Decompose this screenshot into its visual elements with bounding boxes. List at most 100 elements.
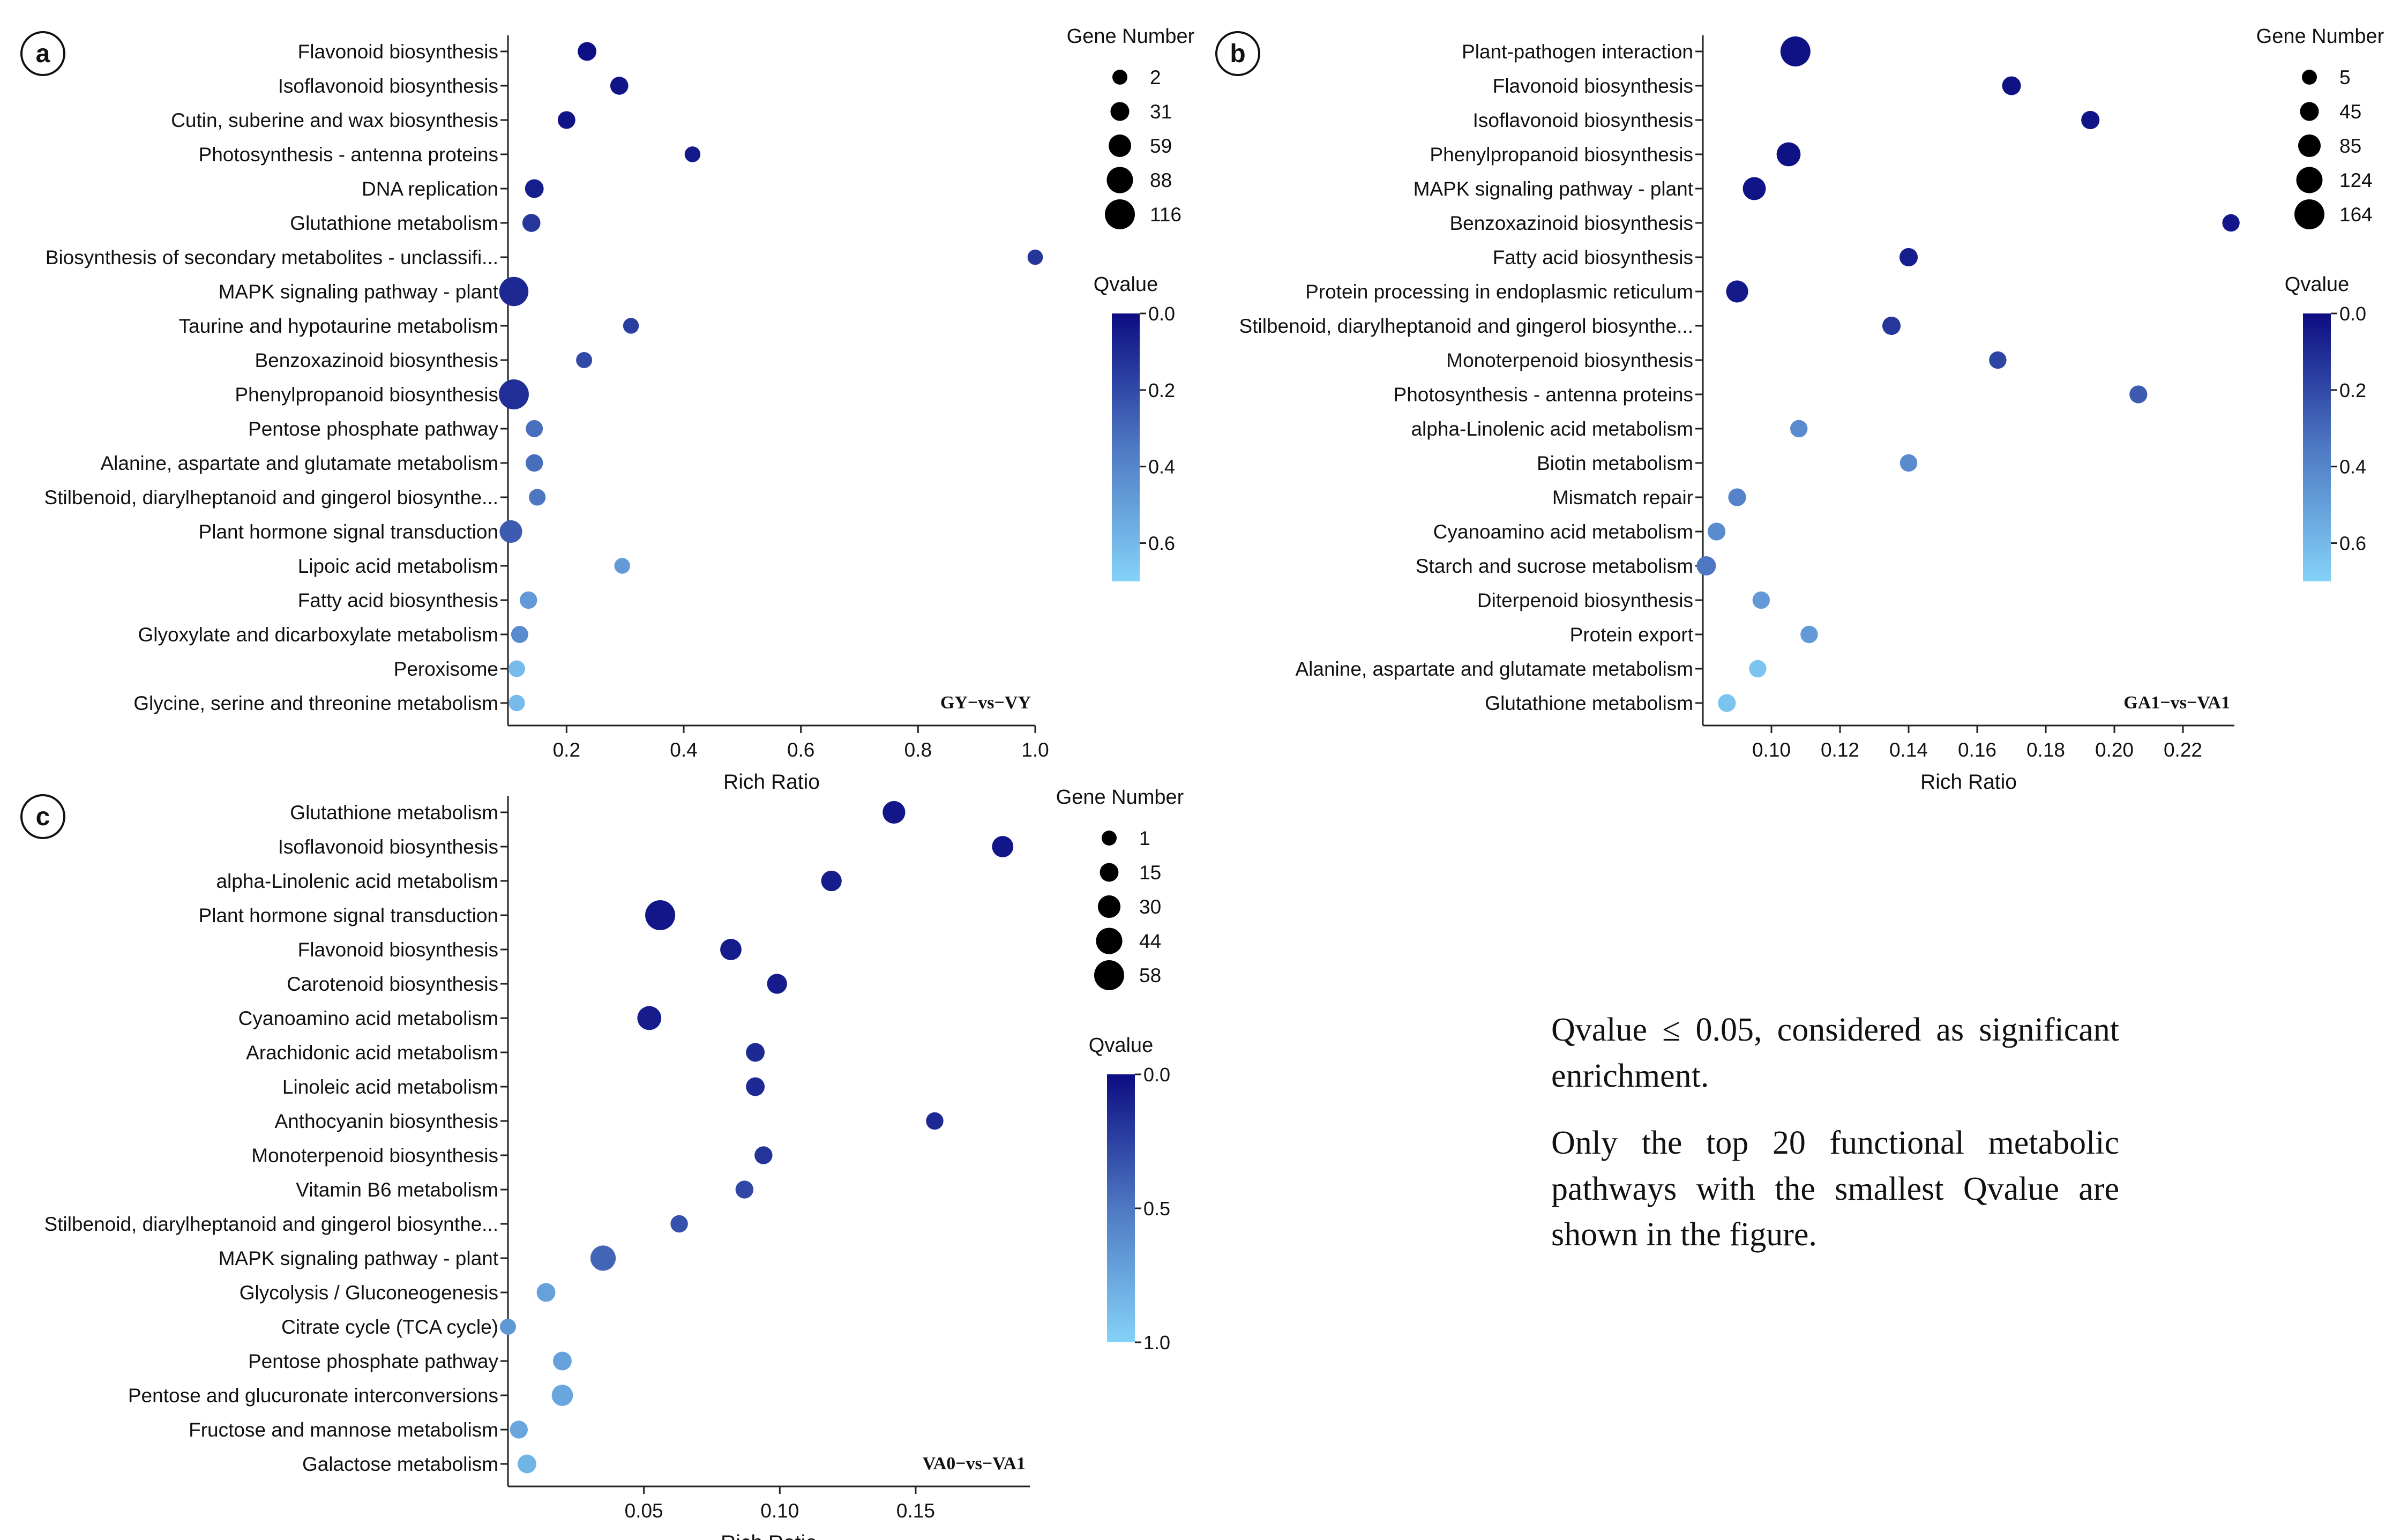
x-tick-label: 0.14 bbox=[1889, 739, 1928, 761]
data-point bbox=[499, 276, 529, 306]
panel-letter: b bbox=[1230, 40, 1245, 68]
data-point bbox=[578, 42, 597, 61]
comparison-label: VA0−vs−VA1 bbox=[923, 1454, 1026, 1474]
size-legend-label: 30 bbox=[1139, 896, 1161, 918]
color-legend-label: 0.2 bbox=[1148, 379, 1175, 401]
category-label: Linoleic acid metabolism bbox=[282, 1076, 498, 1098]
data-point bbox=[1800, 625, 1818, 644]
data-point bbox=[1027, 249, 1043, 265]
category-label: Glycine, serine and threonine metabolism bbox=[133, 692, 498, 714]
data-point bbox=[1749, 660, 1767, 678]
category-label: alpha-Linolenic acid metabolism bbox=[216, 870, 498, 892]
category-label: Glyoxylate and dicarboxylate metabolism bbox=[138, 624, 499, 646]
category-label: Photosynthesis - antenna proteins bbox=[199, 144, 498, 166]
data-point bbox=[614, 558, 630, 574]
data-point bbox=[992, 836, 1014, 857]
category-label: DNA replication bbox=[362, 178, 498, 200]
x-tick-label: 0.2 bbox=[553, 739, 580, 761]
category-label: Taurine and hypotaurine metabolism bbox=[179, 315, 498, 337]
x-tick-label: 0.6 bbox=[787, 739, 814, 761]
data-point bbox=[1882, 316, 1901, 335]
category-label: Carotenoid biosynthesis bbox=[287, 973, 498, 995]
size-legend-label: 1 bbox=[1139, 827, 1150, 849]
size-legend-dot bbox=[1105, 199, 1135, 229]
panel-letter: c bbox=[36, 803, 50, 831]
size-legend-label: 2 bbox=[1150, 66, 1161, 88]
category-label: Plant hormone signal transduction bbox=[199, 521, 498, 543]
data-point bbox=[2222, 214, 2240, 232]
data-point bbox=[510, 1421, 528, 1439]
color-legend-label: 0.5 bbox=[1143, 1198, 1170, 1220]
category-label: Monoterpenoid biosynthesis bbox=[251, 1145, 498, 1167]
size-legend-label: 85 bbox=[2339, 135, 2361, 157]
data-point bbox=[1726, 280, 1748, 303]
color-legend-label: 1.0 bbox=[1143, 1332, 1170, 1354]
data-point bbox=[883, 801, 906, 824]
data-point bbox=[576, 352, 593, 368]
data-point bbox=[1900, 454, 1918, 472]
data-point bbox=[526, 420, 543, 437]
size-legend-dot bbox=[1110, 102, 1130, 121]
data-point bbox=[1718, 694, 1736, 712]
category-label: Glutathione metabolism bbox=[1485, 692, 1693, 714]
data-point bbox=[754, 1146, 773, 1164]
color-legend-title: Qvalue bbox=[2285, 273, 2349, 296]
color-legend-bar bbox=[1112, 313, 1140, 581]
data-point bbox=[529, 489, 546, 506]
data-point bbox=[684, 146, 701, 162]
data-point bbox=[637, 1006, 662, 1030]
category-label: Phenylpropanoid biosynthesis bbox=[1430, 144, 1693, 166]
category-label: MAPK signaling pathway - plant bbox=[219, 1247, 499, 1269]
comparison-label: GY−vs−VY bbox=[940, 693, 1031, 713]
data-point bbox=[1790, 420, 1808, 438]
size-legend-dot bbox=[2300, 102, 2319, 121]
data-point bbox=[1728, 488, 1746, 506]
note-line-1: Qvalue ≤ 0.05, considered as significant… bbox=[1551, 1012, 2119, 1094]
category-label: Citrate cycle (TCA cycle) bbox=[281, 1316, 498, 1338]
size-legend-label: 44 bbox=[1139, 930, 1161, 952]
category-label: Phenylpropanoid biosynthesis bbox=[235, 384, 498, 406]
size-legend-title: Gene Number bbox=[2256, 25, 2384, 48]
size-legend-dot bbox=[1100, 863, 1119, 882]
data-point bbox=[1696, 556, 1716, 575]
color-legend-label: 0.0 bbox=[1143, 1064, 1170, 1086]
panel-letter-circle bbox=[20, 31, 65, 76]
category-label: Isoflavonoid biosynthesis bbox=[278, 836, 498, 858]
category-label: Protein export bbox=[1570, 624, 1694, 646]
size-legend-label: 5 bbox=[2339, 66, 2351, 88]
size-legend-label: 164 bbox=[2339, 204, 2373, 226]
category-label: Arachidonic acid metabolism bbox=[246, 1042, 498, 1064]
significance-note: Qvalue ≤ 0.05, considered as significant… bbox=[1551, 1007, 2119, 1280]
category-label: Biosynthesis of secondary metabolites - … bbox=[46, 246, 498, 268]
data-point bbox=[821, 870, 842, 892]
x-tick-label: 0.16 bbox=[1958, 739, 1996, 761]
size-legend-dot bbox=[2294, 199, 2324, 229]
x-tick-label: 0.05 bbox=[625, 1500, 663, 1522]
size-legend-label: 88 bbox=[1150, 169, 1172, 191]
category-label: Anthocyanin biosynthesis bbox=[274, 1110, 498, 1132]
data-point bbox=[1780, 36, 1811, 66]
category-label: Fatty acid biosynthesis bbox=[1493, 246, 1693, 268]
data-point bbox=[1707, 522, 1726, 541]
x-tick-label: 0.20 bbox=[2095, 739, 2134, 761]
data-point bbox=[508, 694, 525, 712]
data-point bbox=[536, 1283, 556, 1302]
category-label: Benzoxazinoid biosynthesis bbox=[1449, 212, 1693, 234]
data-point bbox=[553, 1351, 572, 1371]
size-legend-title: Gene Number bbox=[1056, 786, 1184, 809]
size-legend-dot bbox=[1094, 960, 1124, 990]
size-legend-label: 58 bbox=[1139, 965, 1161, 986]
panel-letter: a bbox=[36, 40, 50, 68]
data-point bbox=[2129, 385, 2148, 403]
data-point bbox=[1743, 177, 1766, 200]
data-point bbox=[511, 626, 528, 643]
category-label: Photosynthesis - antenna proteins bbox=[1394, 384, 1693, 406]
category-label: Stilbenoid, diarylheptanoid and gingerol… bbox=[44, 487, 498, 509]
x-tick-label: 0.15 bbox=[896, 1500, 935, 1522]
category-label: MAPK signaling pathway - plant bbox=[219, 281, 499, 303]
x-tick-label: 0.10 bbox=[1752, 739, 1791, 761]
data-point bbox=[522, 214, 541, 232]
category-label: Fatty acid biosynthesis bbox=[298, 589, 498, 611]
data-point bbox=[2081, 110, 2100, 130]
